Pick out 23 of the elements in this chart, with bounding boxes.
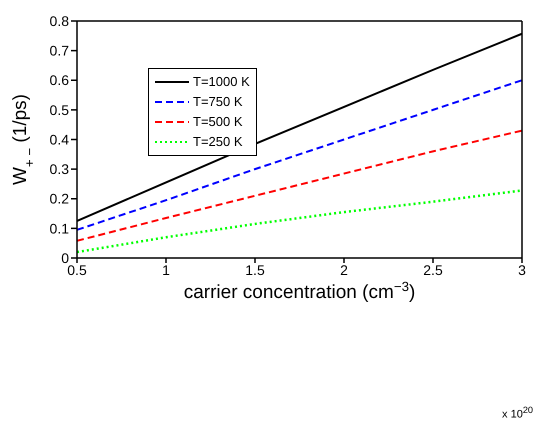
line-series	[77, 189, 522, 254]
y-tick-label: 0	[61, 250, 70, 266]
x-tick-label: 2	[340, 262, 348, 278]
legend-label: T=1000 K	[193, 73, 250, 91]
x-tick-label: 0.5	[67, 262, 87, 278]
y-tick-label: 0.7	[50, 42, 70, 59]
legend-label: T=250 K	[193, 133, 243, 151]
y-tick-label: 0.3	[50, 161, 70, 178]
text: x 10$^{20}$	[502, 405, 533, 421]
y-tick-label: 0.1	[50, 220, 70, 236]
legend-label: T=750 K	[193, 93, 243, 111]
line-series	[77, 130, 522, 242]
y-tick-label: 0.4	[50, 131, 70, 148]
x-axis-title: carrier concentration (cm$^{−3}$)	[184, 278, 416, 303]
y-tick-label: 0.6	[50, 72, 70, 88]
legend-label: T=500 K	[193, 113, 243, 131]
x-tick-label: 3	[518, 262, 526, 278]
x-tick-label: 2.5	[423, 262, 443, 278]
x-tick-label: 1	[162, 262, 170, 278]
y-tick-label: 0.8	[50, 12, 70, 29]
y-tick-label: 0.2	[50, 190, 70, 207]
x-tick-label: 1.5	[245, 262, 265, 278]
y-tick-label: 0.5	[50, 102, 70, 118]
